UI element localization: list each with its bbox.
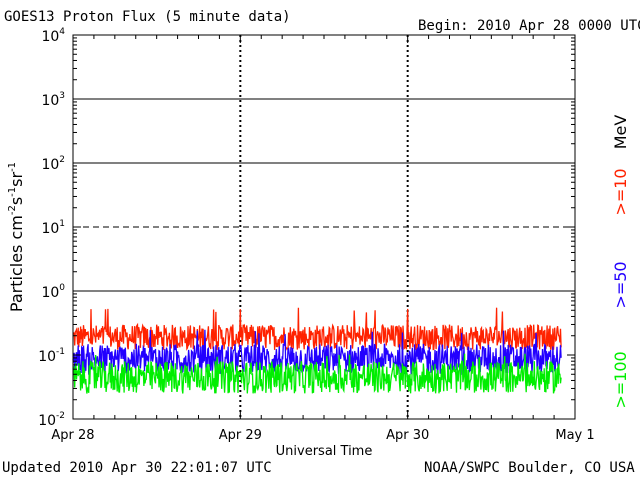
x-tick-label: Apr 30 — [386, 428, 429, 443]
y-tick-label: 104 — [41, 27, 65, 45]
credit-text: NOAA/SWPC Boulder, CO USA — [424, 460, 635, 476]
updated-time: Updated 2010 Apr 30 22:01:07 UTC — [2, 460, 272, 476]
series-group — [72, 307, 562, 394]
series-line-0 — [72, 307, 562, 351]
energy-label-0: MeV — [611, 115, 630, 150]
series-line-2 — [72, 353, 562, 394]
y-tick-label: 10-1 — [38, 347, 65, 365]
begin-time: Begin: 2010 Apr 28 0000 UTC — [418, 18, 640, 34]
energy-label-3: >=100 — [611, 351, 630, 408]
plot-frame — [72, 34, 576, 420]
y-tick-label: 101 — [41, 219, 65, 237]
y-tick-label: 102 — [41, 155, 65, 173]
y-axis-label: Particles cm-2s-1sr-1 — [7, 162, 26, 312]
energy-label-2: >=50 — [611, 261, 630, 308]
energy-label-1: >=10 — [611, 168, 630, 215]
y-tick-label: 100 — [41, 283, 65, 301]
x-axis-label: Universal Time — [276, 444, 373, 459]
x-tick-label: Apr 29 — [219, 428, 262, 443]
chart-title: GOES13 Proton Flux (5 minute data) — [4, 9, 291, 25]
x-tick-label: May 1 — [555, 428, 594, 443]
axis-labels: 10-2 10-1 100 101 102 103 104 Apr 28 Apr 29 Apr 3… — [7, 27, 630, 459]
x-tick-label: Apr 28 — [51, 428, 94, 443]
y-tick-label: 10-2 — [38, 411, 65, 429]
y-tick-label: 103 — [41, 91, 65, 109]
